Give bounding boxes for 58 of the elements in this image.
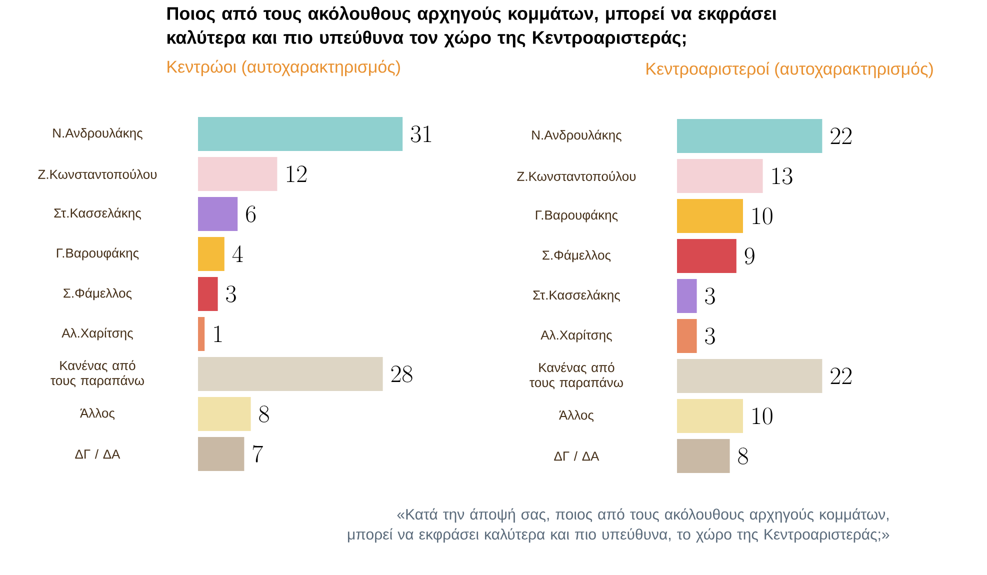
data-label: 13	[772, 168, 792, 184]
bar	[198, 156, 278, 191]
bar	[677, 398, 743, 433]
data-label: 3	[705, 328, 715, 344]
bar	[677, 278, 697, 313]
chart-subtitle: Κεντρώοι (αυτοχαρακτηρισμός)	[168, 60, 400, 76]
bar	[677, 158, 763, 193]
data-label: 3	[226, 286, 236, 302]
bar	[198, 356, 383, 391]
y-tick-label: Ν.Ανδρουλάκης	[53, 128, 142, 140]
y-tick-label: Ζ.Κωνσταντοπούλου	[38, 169, 157, 179]
data-label: 9	[744, 248, 754, 264]
y-tick-label: Κανένας από τους παραπάνω	[530, 362, 623, 390]
data-label: 7	[252, 445, 263, 462]
bar	[198, 316, 205, 351]
data-label: 1	[214, 326, 222, 342]
y-tick-label: Στ.Κασσελάκης	[533, 290, 620, 302]
y-tick-label: Σ.Φάμελλος	[64, 288, 132, 300]
bar	[198, 236, 224, 271]
bar	[198, 396, 251, 431]
bar	[198, 196, 238, 231]
data-label: 3	[705, 288, 715, 304]
text: Ποιος από τους ακόλουθους αρχηγούς κομμάτων, μπορεί να εκφράσει καλύτερα και πιο υπεύθυνα τον χώρο της Κεντροαριστεράς;	[167, 6, 776, 48]
data-label: 8	[259, 406, 269, 422]
y-tick-label: Ζ.Κωνσταντοπούλου	[517, 171, 636, 181]
y-tick-label: Αλ.Χαρίτσης	[540, 330, 612, 342]
y-tick-label: Γ.Βαρουφάκης	[536, 210, 618, 222]
y-tick-label: Στ.Κασσελάκης	[54, 208, 141, 220]
y-tick-label: Ν.Ανδρουλάκης	[532, 130, 622, 142]
bar	[198, 276, 218, 311]
bar	[677, 358, 822, 393]
data-label: 8	[738, 448, 748, 464]
bar	[677, 318, 697, 353]
y-tick-label: Άλλος	[559, 410, 594, 422]
y-tick-label: Αλ.Χαρίτσης	[62, 328, 133, 340]
y-tick-label: Κανένας από τους παραπάνω	[50, 360, 144, 388]
text: «Κατά την άποψή σας, ποιος από τους ακόλουθους αρχηγούς κομμάτων, μπορεί να εκφράσει καλύτερα και πιο υπεύθυνα, το χώρο της Κεντροαριστεράς;»	[348, 508, 890, 543]
data-label: 28	[391, 366, 412, 382]
y-tick-label: Άλλος	[80, 408, 115, 420]
bar	[677, 198, 743, 233]
data-label: 10	[752, 208, 772, 224]
data-label: 12	[286, 166, 306, 182]
data-label: 22	[830, 128, 852, 144]
data-label: 4	[232, 245, 243, 262]
y-tick-label: ΔΓ / ΔΑ	[75, 449, 120, 459]
y-tick-label: Γ.Βαρουφάκης	[56, 248, 139, 260]
bar	[677, 238, 736, 273]
y-tick-label: ΔΓ / ΔΑ	[554, 451, 600, 461]
data-label: 6	[246, 206, 256, 222]
data-label: 10	[752, 408, 772, 424]
bar	[198, 116, 403, 151]
data-label: 31	[410, 126, 432, 142]
chart-subtitle: Κεντροαριστεροί (αυτοχαρακτηρισμός)	[646, 62, 933, 78]
y-tick-label: Σ.Φάμελλος	[542, 250, 611, 262]
bar	[677, 438, 730, 473]
data-label: 22	[830, 368, 852, 384]
bar	[198, 436, 244, 471]
bar	[677, 118, 822, 153]
